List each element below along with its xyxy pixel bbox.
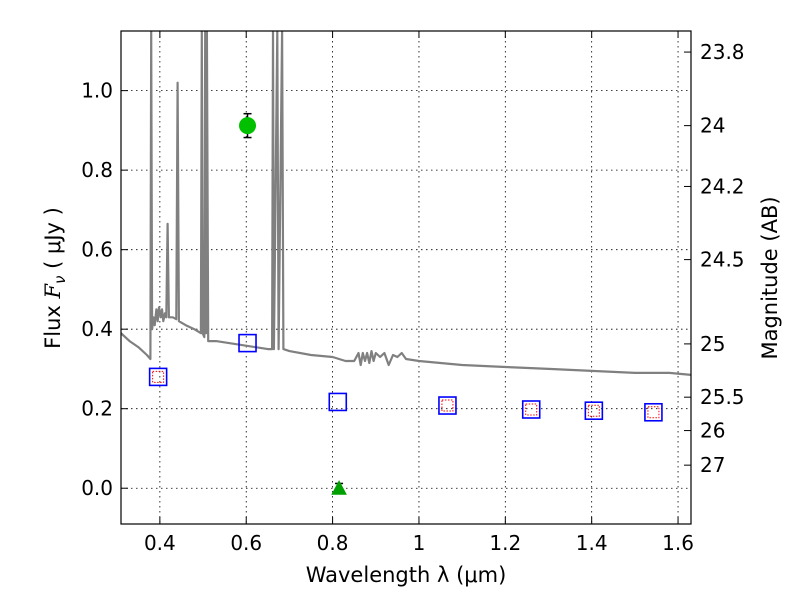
x-tick-label: 0.8: [317, 531, 349, 555]
y2-tick-label: 26: [700, 419, 725, 443]
y-tick-label: 0.4: [81, 317, 113, 341]
y-axis-label-var: F: [41, 283, 65, 300]
observed-photometry-point: [441, 399, 454, 412]
upper-limit-point: [331, 480, 347, 495]
y-axis-label-prefix: Flux: [41, 299, 65, 349]
y2-tick-label: 24.5: [700, 248, 745, 272]
model-photometry-point: [644, 402, 663, 422]
y-tick-label: 0.2: [81, 397, 113, 421]
y-tick-label: 0.8: [81, 158, 113, 182]
x-tick-label: 1.4: [576, 531, 608, 555]
y-tick-label: 0.0: [81, 476, 113, 500]
x-tick-label: 1.2: [489, 531, 521, 555]
plot-frame: [120, 30, 692, 525]
x-tick-label: 0.6: [230, 531, 262, 555]
x-tick-label: 1: [413, 531, 426, 555]
model-photometry-point: [438, 396, 457, 415]
data-markers: [148, 112, 663, 495]
model-photometry-point: [584, 401, 604, 420]
y-axis-label-unit: ( μJy ): [41, 207, 65, 275]
model-photometry-point: [238, 333, 257, 353]
model-photometry-point: [328, 392, 348, 412]
y2-tick-label: 23.8: [700, 40, 745, 64]
grid: [121, 31, 691, 524]
observed-photometry-point: [525, 403, 538, 416]
y-tick-label: 1.0: [81, 79, 113, 103]
observed-photometry-point: [587, 404, 600, 417]
y-axis-label: Flux Fν ( μJy ): [41, 207, 69, 349]
y2-tick-label: 27: [700, 453, 725, 477]
y2-tick-label: 25: [700, 332, 725, 356]
axis-ticks: 0.4 0.6 0.8 1 1.2 1.4 1.6 0.0 0.2 0.4 0.6 0.8 1.0 23.…: [81, 31, 745, 555]
x-axis-label: Wavelength λ (μm): [306, 563, 507, 587]
model-photometry-point: [521, 400, 541, 419]
observed-photometry-point: [647, 406, 660, 419]
detection-point: [239, 117, 257, 135]
model-photometry-point: [148, 367, 168, 387]
x-tick-label: 1.6: [662, 531, 694, 555]
observed-photometry-point: [152, 370, 165, 383]
data-series: [121, 31, 691, 376]
y2-tick-label: 24: [700, 114, 725, 138]
y2-tick-label: 24.2: [700, 174, 745, 198]
y-tick-label: 0.6: [81, 238, 113, 262]
x-tick-label: 0.4: [144, 531, 176, 555]
y-axis-label-sub: ν: [51, 276, 69, 284]
y2-tick-label: 25.5: [700, 385, 745, 409]
spectrum-line: [121, 31, 691, 376]
y2-axis-label: Magnitude (AB): [758, 196, 782, 359]
